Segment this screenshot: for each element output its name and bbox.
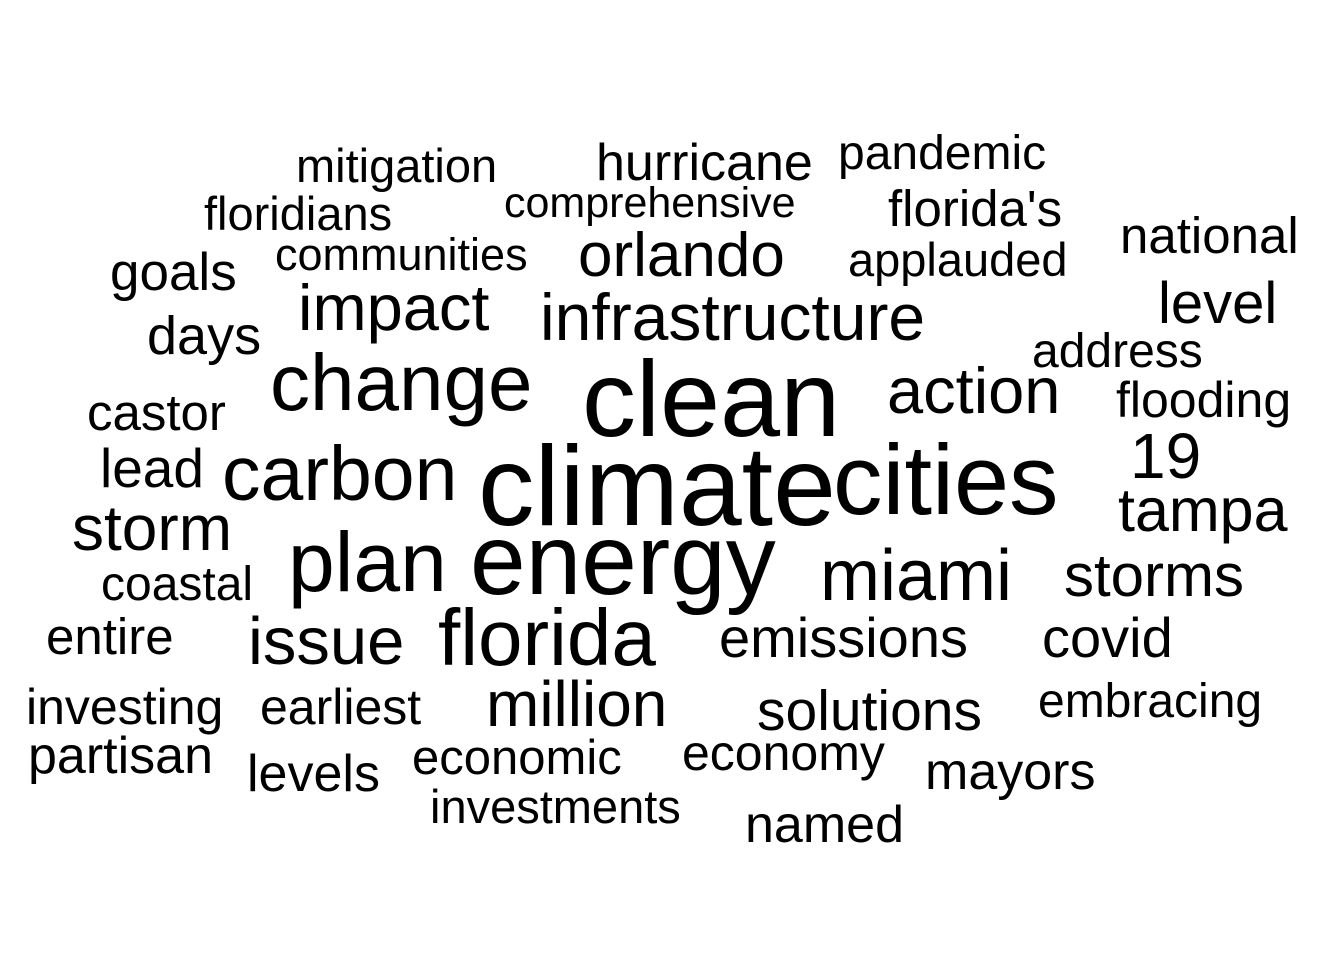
- word-floridians: floridians: [204, 187, 393, 240]
- word-orlando: orlando: [578, 221, 785, 290]
- word-applauded: applauded: [848, 233, 1068, 286]
- word-castor: castor: [87, 384, 226, 441]
- word-earliest: earliest: [260, 679, 422, 735]
- word-storms: storms: [1064, 542, 1244, 609]
- word-communities: communities: [275, 229, 528, 280]
- word-partisan: partisan: [28, 727, 213, 785]
- word-flooding: flooding: [1116, 372, 1292, 428]
- word-cities: cities: [833, 424, 1059, 535]
- word-economy: economy: [682, 725, 885, 781]
- word-change: change: [270, 338, 533, 427]
- word-miami: miami: [820, 536, 1012, 616]
- word-infrastructure: infrastructure: [540, 280, 926, 354]
- word-level: level: [1158, 271, 1278, 336]
- word-coastal: coastal: [101, 558, 254, 611]
- word-floridas: florida's: [888, 180, 1063, 237]
- word-solutions: solutions: [757, 679, 982, 743]
- word-hurricane: hurricane: [596, 134, 813, 192]
- word-covid: covid: [1042, 606, 1173, 669]
- word-issue: issue: [248, 604, 405, 679]
- word-emissions: emissions: [719, 606, 968, 669]
- word-investing: investing: [26, 679, 224, 735]
- word-million: million: [486, 668, 668, 740]
- word-clean: clean: [582, 338, 841, 459]
- word-mitigation: mitigation: [296, 139, 498, 192]
- word-entire: entire: [46, 608, 174, 665]
- word-investments: investments: [430, 780, 681, 833]
- word-storm: storm: [72, 492, 232, 564]
- word-goals: goals: [110, 243, 237, 302]
- word-embracing: embracing: [1038, 675, 1263, 728]
- word-energy: energy: [470, 504, 776, 616]
- word-19: 19: [1130, 420, 1202, 492]
- word-levels: levels: [247, 745, 380, 803]
- word-plan: plan: [288, 515, 447, 609]
- word-action: action: [887, 354, 1061, 427]
- word-economic: economic: [412, 731, 622, 785]
- word-mayors: mayors: [925, 743, 1096, 801]
- word-comprehensive: comprehensive: [504, 179, 796, 227]
- word-named: named: [745, 796, 904, 854]
- word-climate: climate: [478, 423, 836, 549]
- word-days: days: [147, 306, 262, 366]
- word-tampa: tampa: [1118, 476, 1288, 544]
- word-national: national: [1120, 207, 1299, 264]
- word-address: address: [1032, 325, 1203, 378]
- word-lead: lead: [100, 437, 204, 499]
- word-pandemic: pandemic: [838, 127, 1047, 180]
- word-florida: florida: [438, 593, 656, 682]
- word-carbon: carbon: [222, 431, 458, 517]
- word-impact: impact: [298, 271, 490, 344]
